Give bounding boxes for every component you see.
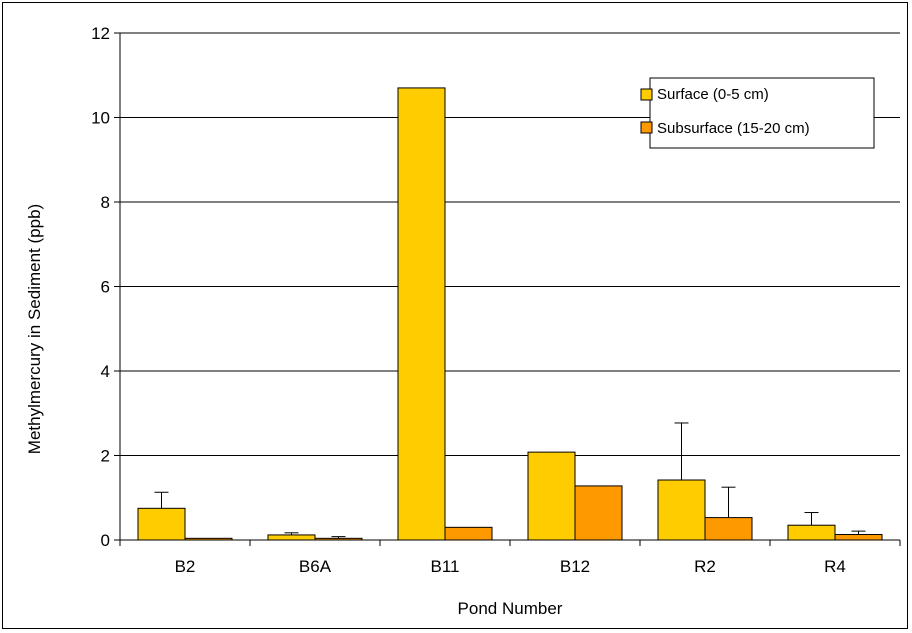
- y-tick-labels: 0 2 4 6 8 10 12: [91, 24, 110, 550]
- x-axis-title: Pond Number: [458, 599, 563, 618]
- y-tick-label: 0: [101, 531, 110, 550]
- x-tick-label: B11: [431, 557, 460, 576]
- legend-label-surface: Surface (0-5 cm): [657, 86, 769, 103]
- x-tick-labels: B2 B6A B11 B12 R2 R4: [175, 557, 846, 576]
- bar-B11-surface: [397, 87, 446, 541]
- gridlines: [120, 32, 900, 456]
- y-tick-label: 10: [91, 109, 110, 128]
- y-tick-label: 12: [91, 24, 110, 43]
- y-tick-label: 4: [101, 362, 110, 381]
- legend-swatch-surface: [640, 88, 653, 101]
- legend-label-subsurface: Subsurface (15-20 cm): [657, 120, 810, 137]
- bars: [137, 87, 883, 541]
- x-tick-label: B12: [560, 557, 590, 576]
- bar-R4-surface: [787, 524, 836, 541]
- legend-swatch-subsurface: [640, 121, 653, 134]
- x-tick-label: B6A: [299, 557, 332, 576]
- x-tick-label: B2: [175, 557, 196, 576]
- bar-R4-subsurface: [834, 534, 883, 541]
- bar-B2-surface: [137, 507, 186, 541]
- x-tick-label: R2: [694, 557, 716, 576]
- y-axis-title: Methylmercury in Sediment (ppb): [25, 204, 44, 454]
- x-tick-label: R4: [824, 557, 846, 576]
- bar-B12-surface: [527, 451, 576, 541]
- y-tick-label: 6: [101, 278, 110, 297]
- y-tick-label: 8: [101, 193, 110, 212]
- legend-box: [649, 77, 875, 149]
- y-tick-label: 2: [101, 447, 110, 466]
- bar-B6A-surface: [267, 534, 316, 541]
- axes: [114, 32, 901, 546]
- legend: Surface (0-5 cm) Subsurface (15-20 cm): [640, 77, 875, 149]
- bar-R2-subsurface: [704, 517, 753, 541]
- bar-R2-surface: [657, 479, 706, 541]
- bar-B11-subsurface: [444, 526, 493, 541]
- error-bars: [154, 422, 866, 539]
- bar-B12-subsurface: [574, 485, 623, 541]
